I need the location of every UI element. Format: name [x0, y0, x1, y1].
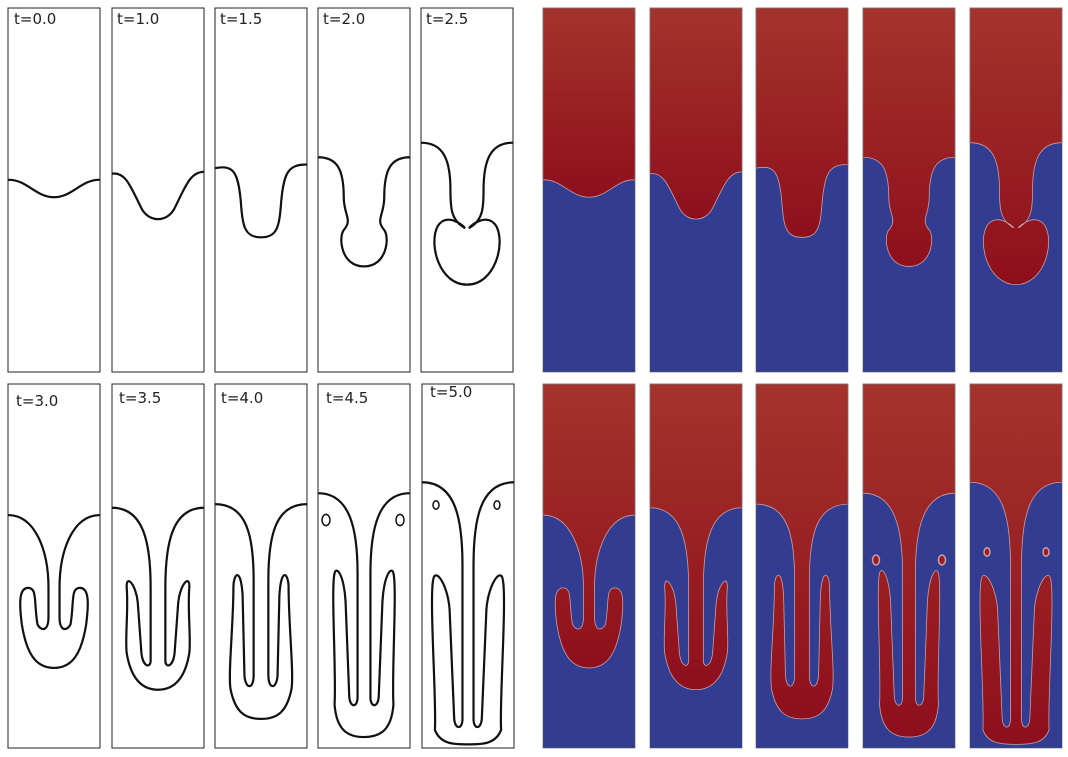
interface-line	[112, 508, 204, 690]
time-label-t4-5: t=4.5	[326, 389, 368, 407]
heavy-fluid-region	[863, 8, 955, 266]
time-label-t2: t=2.0	[323, 10, 365, 28]
time-label-t0: t=0.0	[14, 10, 56, 28]
color-panel-top-3	[863, 8, 955, 372]
color-panel-bottom-4	[970, 384, 1062, 748]
heavy-fluid-region	[863, 384, 955, 737]
color-panel-top-4	[970, 8, 1062, 372]
interface-line	[8, 515, 100, 668]
heavy-fluid-region	[970, 8, 1062, 285]
droplet	[432, 500, 440, 510]
interface-line	[421, 143, 513, 285]
heavy-fluid-region	[543, 384, 635, 668]
interface-line	[215, 165, 307, 238]
heavy-fluid-region	[650, 8, 742, 219]
line-panel-bottom-3	[318, 384, 410, 748]
heavy-fluid-region	[543, 8, 635, 197]
droplet	[937, 554, 947, 566]
line-panel-top-1	[112, 8, 204, 372]
color-panel-top-0	[543, 8, 635, 373]
interface-line	[422, 482, 514, 744]
droplet	[493, 500, 501, 510]
line-panel-bottom-2	[215, 384, 307, 748]
droplet	[1042, 547, 1050, 557]
time-label-t1-5: t=1.5	[220, 10, 262, 28]
interface-line	[215, 504, 307, 719]
color-panel-bottom-0	[543, 384, 635, 748]
color-panel-bottom-1	[650, 384, 742, 748]
line-panel-top-0	[8, 8, 100, 372]
line-panel-bottom-1	[112, 384, 204, 748]
line-panel-top-3	[318, 8, 410, 372]
interface-line	[318, 493, 410, 737]
heavy-fluid-region	[756, 384, 848, 719]
interface-line	[112, 172, 204, 219]
line-panel-top-4	[421, 8, 513, 372]
line-panel-bottom-4	[422, 384, 514, 748]
color-panel-bottom-2	[756, 384, 848, 748]
line-panels-row-1	[8, 8, 513, 372]
color-panel-bottom-3	[863, 384, 955, 748]
time-label-t1: t=1.0	[117, 10, 159, 28]
color-panels-row-2	[543, 384, 1062, 748]
heavy-fluid-region	[756, 8, 848, 237]
time-label-t4: t=4.0	[221, 389, 263, 407]
heavy-fluid-region	[650, 384, 742, 690]
heavy-fluid-region	[970, 384, 1062, 744]
line-panel-bottom-0	[8, 384, 100, 748]
droplet	[321, 513, 331, 527]
droplet	[871, 554, 881, 566]
color-panel-top-2	[756, 8, 848, 372]
droplet	[395, 513, 405, 527]
color-panel-top-1	[650, 8, 742, 373]
interface-line	[318, 157, 410, 266]
droplet	[983, 547, 991, 557]
time-label-t3: t=3.0	[16, 392, 58, 410]
interface-line	[8, 180, 100, 197]
line-panels-row-2	[8, 384, 514, 748]
time-label-t3-5: t=3.5	[119, 389, 161, 407]
line-panel-top-2	[215, 8, 307, 372]
time-label-t5: t=5.0	[430, 383, 472, 401]
time-label-t2-5: t=2.5	[426, 10, 468, 28]
color-panels-row-1	[543, 8, 1062, 372]
